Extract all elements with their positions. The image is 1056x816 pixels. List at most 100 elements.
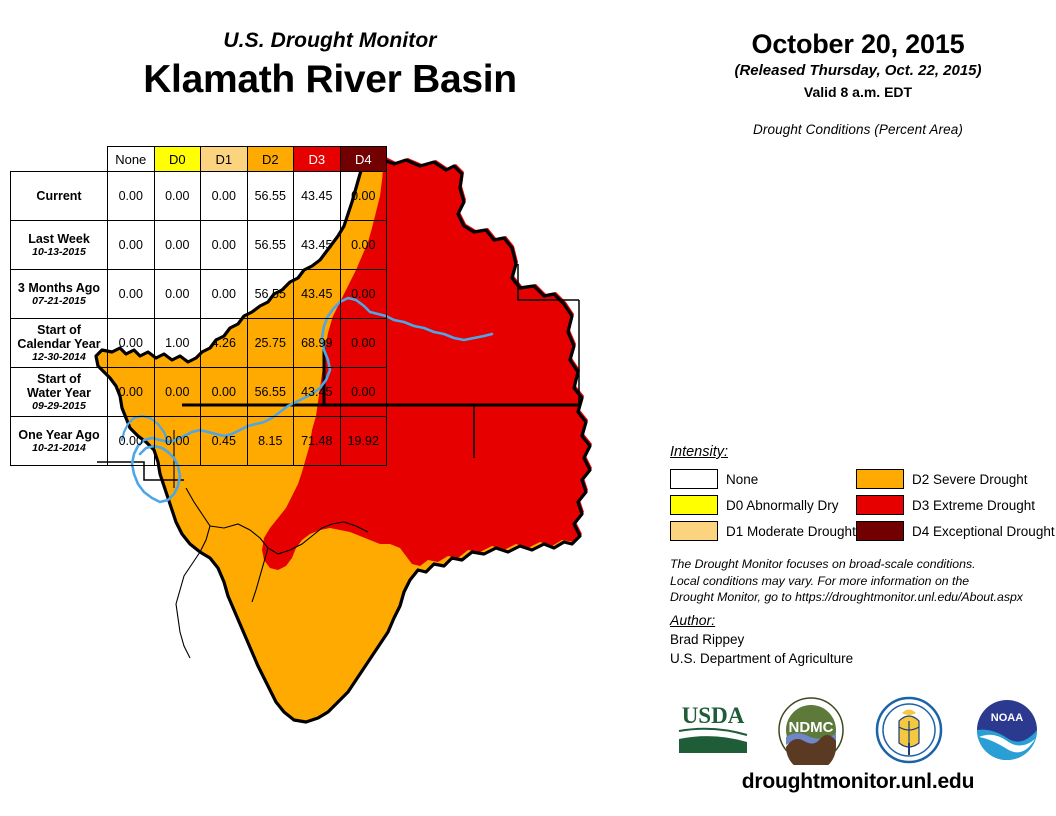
column-header-d2: D2	[246, 146, 294, 172]
table-row: 3 Months Ago 07-21-2015 0.00 0.00 0.00 5…	[10, 269, 387, 319]
disclaimer: The Drought Monitor focuses on broad-sca…	[670, 556, 1050, 606]
row-label-date: 10-21-2014	[32, 441, 86, 454]
cell-none: 0.00	[107, 269, 155, 319]
row-label-date: 09-29-2015	[32, 399, 86, 412]
legend-item-d0: D0 Abnormally Dry	[670, 495, 856, 515]
cell-d0: 0.00	[153, 269, 201, 319]
cell-d2: 25.75	[246, 318, 294, 368]
row-label-date: 07-21-2015	[32, 294, 86, 307]
svg-text:NOAA: NOAA	[991, 712, 1023, 724]
legend-swatch-d4-icon	[856, 521, 904, 541]
cell-none: 0.00	[107, 416, 155, 466]
logo-row: USDA NDMC NOAA	[664, 694, 1056, 766]
column-header-none: None	[107, 146, 155, 172]
noaa-logo: NOAA	[977, 700, 1037, 760]
ndmc-logo: NDMC	[778, 697, 844, 765]
cell-d1: 0.45	[200, 416, 248, 466]
cell-none: 0.00	[107, 367, 155, 417]
cell-d3: 71.48	[293, 416, 341, 466]
legend-item-none: None	[670, 469, 856, 489]
row-label-text: Current	[36, 189, 82, 203]
legend-label-none: None	[726, 471, 759, 487]
author-name: Brad Rippey	[670, 632, 745, 647]
legend-label-d2: D2 Severe Drought	[912, 471, 1028, 487]
cell-d1: 0.00	[200, 171, 248, 221]
cell-d4: 0.00	[339, 171, 387, 221]
cell-none: 0.00	[107, 171, 155, 221]
legend-grid: None D2 Severe Drought D0 Abnormally Dry…	[670, 466, 1056, 544]
column-header-d1: D1	[200, 146, 248, 172]
cell-d0: 0.00	[153, 220, 201, 270]
legend-label-d4: D4 Exceptional Drought	[912, 523, 1055, 539]
row-label-text: One Year Ago	[18, 427, 100, 442]
cell-d3: 43.45	[293, 269, 341, 319]
cell-d2: 56.55	[246, 269, 294, 319]
page-title: Klamath River Basin	[143, 58, 517, 101]
cell-d0: 0.00	[153, 367, 201, 417]
cell-d1: 4.26	[200, 318, 248, 368]
disclaimer-line-1: The Drought Monitor focuses on broad-sca…	[670, 557, 976, 571]
title-block: U.S. Drought Monitor Klamath River Basin	[0, 28, 660, 104]
legend-label-d3: D3 Extreme Drought	[912, 497, 1036, 513]
cell-d3: 43.45	[293, 171, 341, 221]
site-url[interactable]: droughtmonitor.unl.edu	[741, 770, 975, 793]
legend-item-d4: D4 Exceptional Drought	[856, 521, 1055, 541]
row-label-date: 12-30-2014	[32, 350, 86, 363]
row-label-start-of-calendar-year: Start of Calendar Year 12-30-2014	[10, 318, 108, 368]
legend-swatch-d0-icon	[670, 495, 718, 515]
row-label-one-year-ago: One Year Ago 10-21-2014	[10, 416, 108, 466]
column-header-d0: D0	[153, 146, 201, 172]
table-row: Start of Calendar Year 12-30-2014 0.00 1.…	[10, 318, 387, 368]
legend-swatch-none-icon	[670, 469, 718, 489]
disclaimer-line-3: Drought Monitor, go to https://droughtmo…	[670, 590, 1023, 604]
cell-d2: 56.55	[246, 220, 294, 270]
author-affiliation: U.S. Department of Agriculture	[670, 651, 854, 666]
table-row: Start of Water Year 09-29-2015 0.00 0.00 …	[10, 367, 387, 417]
legend-item-d1: D1 Moderate Drought	[670, 521, 856, 541]
legend-item-d3: D3 Extreme Drought	[856, 495, 1046, 515]
program-title: U.S. Drought Monitor	[223, 29, 437, 52]
column-header-d3: D3	[293, 146, 341, 172]
cell-d4: 0.00	[339, 318, 387, 368]
cell-d0: 0.00	[153, 171, 201, 221]
cell-d0: 1.00	[153, 318, 201, 368]
cell-d3: 43.45	[293, 220, 341, 270]
cell-d1: 0.00	[200, 367, 248, 417]
legend-label-d0: D0 Abnormally Dry	[726, 497, 839, 513]
intensity-legend: Intensity: None D2 Severe Drought D0 Abn…	[670, 444, 1056, 544]
date-block: October 20, 2015 (Released Thursday, Oct…	[660, 28, 1056, 102]
legend-swatch-d1-icon	[670, 521, 718, 541]
cell-none: 0.00	[107, 318, 155, 368]
svg-text:NDMC: NDMC	[789, 719, 834, 736]
cell-d1: 0.00	[200, 269, 248, 319]
cell-d4: 19.92	[339, 416, 387, 466]
author-block: Author: Brad Rippey U.S. Department of A…	[670, 610, 1050, 668]
table-row: Last Week 10-13-2015 0.00 0.00 0.00 56.5…	[10, 220, 387, 270]
map-region-d3	[262, 156, 592, 570]
legend-label-d1: D1 Moderate Drought	[726, 523, 856, 539]
legend-item-d2: D2 Severe Drought	[856, 469, 1046, 489]
release-date: October 20, 2015	[751, 29, 965, 59]
row-label-text: 3 Months Ago	[17, 280, 101, 295]
cell-d2: 56.55	[246, 367, 294, 417]
table-row: One Year Ago 10-21-2014 0.00 0.00 0.45 8…	[10, 416, 387, 466]
column-header-d4: D4	[339, 146, 387, 172]
cell-d2: 56.55	[246, 171, 294, 221]
row-label-text: Last Week	[28, 231, 90, 246]
cell-d2: 8.15	[246, 416, 294, 466]
table-row: Current 0.00 0.00 0.00 56.55 43.45 0.00	[10, 171, 387, 221]
row-label-date: 10-13-2015	[32, 245, 86, 258]
drought-conditions-table: None D0 D1 D2 D3 D4 Current 0.00 0.00 0.…	[10, 146, 387, 466]
legend-swatch-d2-icon	[856, 469, 904, 489]
usda-logo: USDA	[678, 703, 748, 753]
cell-d3: 43.45	[293, 367, 341, 417]
table-caption: Drought Conditions (Percent Area)	[753, 122, 963, 137]
info-panel: October 20, 2015 (Released Thursday, Oct…	[660, 0, 1056, 816]
usdc-logo	[875, 696, 943, 764]
table-header-row: None D0 D1 D2 D3 D4	[11, 146, 387, 172]
row-label-text: Start of Water Year	[27, 371, 91, 400]
cell-d4: 0.00	[339, 269, 387, 319]
cell-d4: 0.00	[339, 220, 387, 270]
row-label-3-months-ago: 3 Months Ago 07-21-2015	[10, 269, 108, 319]
cell-none: 0.00	[107, 220, 155, 270]
